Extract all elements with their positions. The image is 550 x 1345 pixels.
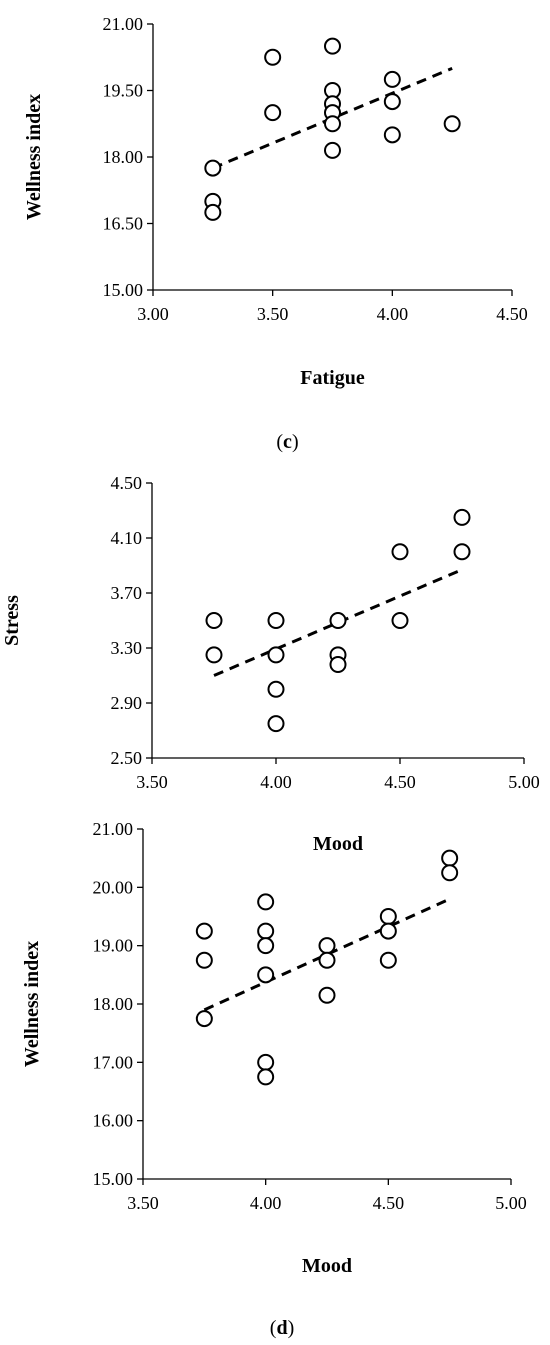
trendline <box>212 66 453 170</box>
data-point <box>267 715 285 733</box>
y-tick-label: 21.00 <box>103 14 144 34</box>
data-point <box>264 104 282 122</box>
y-tick-label: 16.50 <box>103 214 144 234</box>
data-point <box>318 986 336 1004</box>
x-tick-label: 4.00 <box>250 1193 282 1213</box>
data-point <box>383 93 401 111</box>
data-point <box>195 1010 213 1028</box>
y-tick-label: 19.00 <box>93 936 134 956</box>
trendline <box>213 568 463 677</box>
data-point <box>324 115 341 133</box>
y-tick-label: 19.50 <box>103 81 144 101</box>
data-point <box>257 1068 275 1086</box>
data-point <box>205 646 223 664</box>
data-point <box>318 937 336 955</box>
data-point <box>329 656 347 673</box>
data-point <box>391 612 409 629</box>
data-point <box>267 612 285 629</box>
data-point <box>379 922 397 940</box>
y-tick-label: 18.00 <box>93 994 134 1014</box>
data-point <box>318 951 336 969</box>
data-point <box>195 922 213 940</box>
y-tick-label: 2.50 <box>111 748 143 768</box>
chart-panel-1: 15.00 16.50 18.00 19.50 21.00 3.00 3.50 4.00 4.5… <box>23 14 528 453</box>
y-tick-label: 3.70 <box>111 583 143 603</box>
data-point <box>453 543 471 561</box>
x-tick-label: 3.50 <box>136 772 168 792</box>
panel-letter: c <box>283 431 292 453</box>
data-point <box>264 48 282 66</box>
y-tick-label: 20.00 <box>93 877 134 897</box>
x-axis-title: Mood <box>302 1255 352 1277</box>
data-point <box>195 951 213 969</box>
panel-caption: (d) <box>270 1317 294 1339</box>
y-tick-label: 4.10 <box>111 528 143 548</box>
data-point <box>324 141 341 159</box>
panel-caption: (c) <box>276 431 298 453</box>
data-point <box>391 543 409 561</box>
data-point <box>379 908 397 925</box>
data-point <box>453 508 471 526</box>
data-point <box>204 203 222 221</box>
x-tick-label: 5.00 <box>495 1193 527 1213</box>
y-tick-label: 17.00 <box>93 1052 134 1072</box>
x-tick-label: 4.00 <box>260 772 292 792</box>
x-tick-label: 4.50 <box>496 304 528 324</box>
data-point <box>324 37 341 55</box>
y-tick-label: 21.00 <box>93 819 134 839</box>
data-point <box>379 951 397 969</box>
y-tick-label: 15.00 <box>93 1169 134 1189</box>
y-tick-label: 2.90 <box>111 693 143 713</box>
x-tick-label: 3.50 <box>257 304 289 324</box>
y-tick-label: 15.00 <box>103 280 144 300</box>
data-point <box>267 680 285 698</box>
x-axis-title: Mood <box>313 833 363 855</box>
y-tick-label: 16.00 <box>93 1111 134 1131</box>
y-tick-label: 3.30 <box>111 638 143 658</box>
data-point <box>267 646 285 664</box>
trendline <box>203 897 451 1012</box>
data-point <box>257 922 275 940</box>
y-axis-title: Wellness index <box>23 94 45 220</box>
data-point <box>329 612 347 629</box>
data-point <box>257 966 275 984</box>
y-tick-label: 18.00 <box>103 147 144 167</box>
data-point <box>441 849 459 867</box>
x-tick-label: 3.50 <box>127 1193 159 1213</box>
chart-panel-2: 2.50 2.90 3.30 3.70 4.10 4.50 3.50 4.00 4.50 5.00… <box>1 473 540 855</box>
data-point <box>441 864 459 882</box>
x-tick-label: 4.50 <box>384 772 416 792</box>
data-point <box>383 70 401 88</box>
data-point <box>383 126 401 144</box>
x-tick-label: 4.00 <box>377 304 409 324</box>
x-tick-label: 5.00 <box>508 772 540 792</box>
y-tick-label: 4.50 <box>111 473 143 493</box>
data-point <box>257 937 275 955</box>
y-axis-title: Stress <box>1 595 23 646</box>
x-axis-title: Fatigue <box>300 367 365 389</box>
data-point <box>205 612 223 629</box>
data-point <box>443 115 461 133</box>
y-axis-title: Wellness index <box>21 941 43 1067</box>
panel-letter: d <box>276 1317 287 1339</box>
data-point <box>257 1053 275 1071</box>
data-point <box>204 159 222 177</box>
x-tick-label: 4.50 <box>373 1193 405 1213</box>
data-point <box>257 893 275 911</box>
x-tick-label: 3.00 <box>137 304 169 324</box>
chart-panel-3: 15.00 16.00 17.00 18.00 19.00 20.00 21.00 3.50 4… <box>21 819 527 1339</box>
